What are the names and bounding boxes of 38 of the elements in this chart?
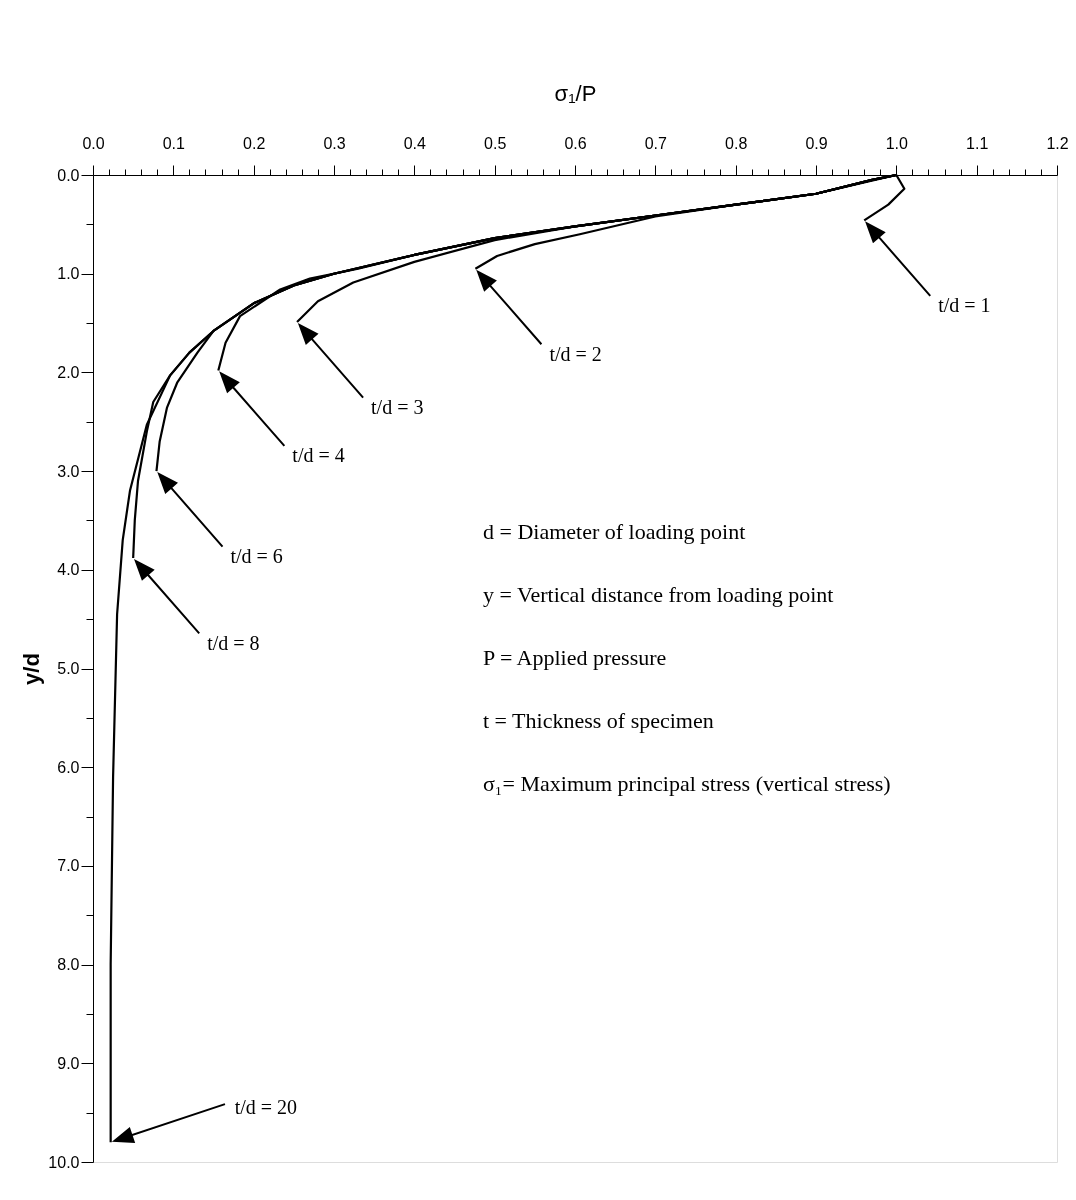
text: t/d = 6 [230,545,283,568]
x-tick-label: 0.6 [564,134,587,152]
text: t/d = 4 [292,444,345,467]
y-tick-label: 9.0 [57,1054,80,1072]
text: t/d = 3 [371,396,424,419]
y-tick-label: 10.0 [48,1153,80,1171]
x-tick-label: 0.2 [243,134,266,152]
x-tick-label: 0.8 [725,134,748,152]
y-axis-title: y/d [19,653,45,685]
x-axis-title: σ₁/P [554,80,597,106]
x-tick-label: 1.2 [1046,134,1069,152]
annotation: P = Applied pressure [483,645,667,670]
annotation: d = Diameter of loading point [483,519,746,544]
annotation: y = Vertical distance from loading point [483,582,834,607]
y-tick-label: 8.0 [57,956,80,974]
y-tick-label: 1.0 [57,265,80,283]
y-tick-label: 6.0 [57,758,80,776]
y-tick-label: 4.0 [57,561,80,579]
x-tick-label: 0.5 [484,134,507,152]
x-tick-label: 0.7 [644,134,668,152]
x-tick-label: 1.1 [966,134,989,152]
y-tick-label: 3.0 [57,462,80,480]
text: t/d = 8 [207,631,260,654]
x-tick-label: 0.1 [162,134,186,152]
annotation: σ₁= Maximum principal stress (vertical stress) [483,771,891,796]
x-tick-label: 1.0 [885,134,909,152]
y-tick-label: 2.0 [57,363,80,381]
x-tick-label: 0.0 [82,134,105,152]
y-tick-label: 5.0 [57,660,80,677]
annotation: t = Thickness of specimen [483,708,714,733]
x-tick-label: 0.3 [323,134,346,152]
text: t/d = 20 [234,1096,298,1119]
text: t/d = 1 [938,294,991,317]
x-tick-label: 0.9 [805,134,828,152]
y-tick-label: 7.0 [57,857,80,875]
x-tick-label: 0.4 [403,134,427,152]
text: t/d = 2 [549,342,602,365]
y-tick-label: 0.0 [57,166,80,184]
